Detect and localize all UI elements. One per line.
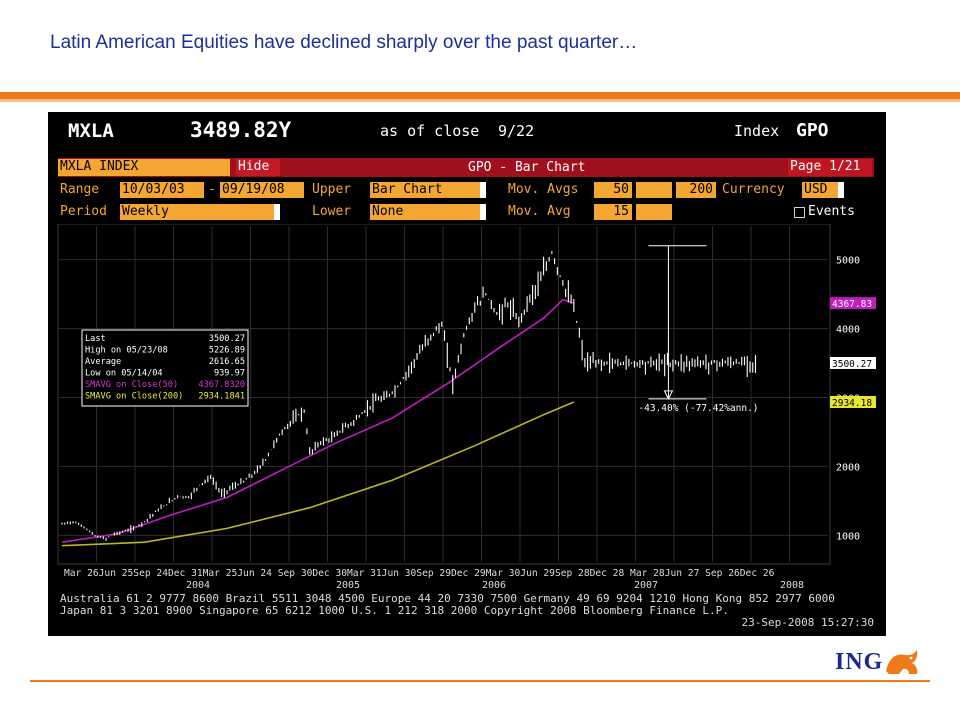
x-tick-labels: Mar 26Jun 25Sep 24Dec 31Mar 25Jun 24 Sep… xyxy=(64,568,775,579)
lower-select[interactable]: None xyxy=(370,204,486,220)
legend-row-label: Average xyxy=(85,357,121,367)
sma200-line xyxy=(61,401,575,547)
footer-contacts-2: Japan 81 3 3201 8900 Singapore 65 6212 1… xyxy=(60,604,729,617)
series-layer xyxy=(61,298,575,547)
slide-title: Latin American Equities have declined sh… xyxy=(50,32,638,53)
legend-row-label: High on 05/23/08 xyxy=(85,346,168,356)
legend-box xyxy=(81,329,249,407)
decline-annotation: -43.40% (-77.42%ann.) xyxy=(638,403,758,414)
year-label: 2007 xyxy=(634,580,658,591)
lion-icon xyxy=(886,650,918,674)
lower-label: Lower xyxy=(312,204,352,219)
ticker: MXLA xyxy=(68,120,114,142)
period-select[interactable]: Weekly xyxy=(120,204,280,220)
page-indicator[interactable]: Page 1/21 xyxy=(788,159,872,176)
upper-label: Upper xyxy=(312,182,352,197)
function-code: GPO xyxy=(796,120,829,141)
footer-rule xyxy=(30,680,930,682)
price-bars xyxy=(61,251,757,541)
security-field[interactable]: MXLA INDEX xyxy=(58,159,230,176)
index-label: Index xyxy=(734,122,780,140)
legend-row-label: Low on 05/14/04 xyxy=(85,369,163,379)
hide-button[interactable]: Hide xyxy=(236,159,280,176)
year-label: 2005 xyxy=(336,580,360,591)
lower-select-value: None xyxy=(372,204,404,219)
y-tag-box xyxy=(830,356,876,369)
y-tag-label: 2934.18 xyxy=(832,398,872,409)
currency-select-value: USD xyxy=(804,182,828,197)
dropdown-handle-icon xyxy=(480,182,486,198)
mov-avg-1-field[interactable]: 50 xyxy=(594,182,632,198)
year-label: 2004 xyxy=(186,580,210,591)
footer-timestamp: 23-Sep-2008 15:27:30 xyxy=(741,616,874,629)
range-to-field[interactable]: 09/19/08 xyxy=(220,182,304,198)
bloomberg-terminal: MXLA 3489.82Y as of close 9/22 Index GPO… xyxy=(48,112,886,636)
header-rule xyxy=(0,92,960,99)
price-chart: 10002000300040005000 4367.833500.272934.… xyxy=(57,224,876,591)
chart-title: GPO - Bar Chart xyxy=(468,160,586,175)
sma50-line xyxy=(61,298,575,543)
y-tick-label: 1000 xyxy=(836,531,860,542)
decline-arrow-head xyxy=(663,390,674,400)
year-label: 2008 xyxy=(780,580,804,591)
ing-logo: ING xyxy=(835,645,921,679)
y-tag-label: 4367.83 xyxy=(832,299,872,310)
y-tag-label: 3500.27 xyxy=(832,359,872,370)
legend-row-value: 5226.89 xyxy=(209,346,245,356)
legend-row-label: SMAVG on Close(50) xyxy=(85,380,178,390)
dropdown-handle-icon xyxy=(480,204,486,220)
period-select-value: Weekly xyxy=(122,204,169,219)
header-rule-light xyxy=(0,99,960,102)
terminal-header: MXLA 3489.82Y as of close 9/22 Index GPO xyxy=(68,116,868,146)
mov-avgs-label: Mov. Avgs xyxy=(508,182,579,197)
currency-label: Currency xyxy=(722,182,785,197)
events-checkbox[interactable] xyxy=(794,207,805,218)
legend-row-value: 2616.65 xyxy=(209,357,245,367)
dropdown-handle-icon xyxy=(274,204,280,220)
period-label: Period xyxy=(60,204,107,219)
y-tags: 4367.83 3500.27 2934.18 xyxy=(830,297,876,409)
mov-avg-label: Mov. Avg xyxy=(508,204,571,219)
legend-row-value: 3500.27 xyxy=(209,334,245,344)
mov-avg-lower-spacer[interactable] xyxy=(636,204,672,220)
legend-row-label: SMAVG on Close(200) xyxy=(85,392,183,402)
events-label: Events xyxy=(808,204,855,219)
currency-select[interactable]: USD xyxy=(802,182,844,198)
dropdown-handle-icon xyxy=(838,182,844,198)
y-tick-label: 5000 xyxy=(836,256,860,267)
footer-contacts-1: Australia 61 2 9777 8600 Brazil 5511 304… xyxy=(60,592,835,605)
legend-row-value: 4367.8320 xyxy=(198,380,245,390)
logo-text: ING xyxy=(835,648,884,675)
annotation-layer: -43.40% (-77.42%ann.) xyxy=(638,245,759,414)
as-of-label: as of close xyxy=(380,122,480,140)
range-from-field[interactable]: 10/03/03 xyxy=(120,182,204,198)
mov-avg-spacer[interactable] xyxy=(636,182,672,198)
y-tag-box xyxy=(830,395,876,408)
y-tick-label: 4000 xyxy=(836,325,860,336)
price: 3489.82Y xyxy=(190,118,292,142)
y-tag-box xyxy=(830,297,876,310)
upper-select[interactable]: Bar Chart xyxy=(370,182,486,198)
year-labels: 2004 2005 2006 2007 2008 xyxy=(186,580,804,591)
chart-legend: Last 3500.27 High on 05/23/08 5226.89 Averag… xyxy=(81,329,249,407)
legend-row-value: 2934.1841 xyxy=(198,392,245,402)
mov-avg-lower-field[interactable]: 15 xyxy=(594,204,632,220)
upper-select-value: Bar Chart xyxy=(372,182,443,197)
as-of-date: 9/22 xyxy=(498,122,535,140)
legend-row-label: Last xyxy=(85,334,106,344)
y-tick-label: 2000 xyxy=(836,462,860,473)
year-label: 2006 xyxy=(482,580,506,591)
range-separator: - xyxy=(208,182,216,197)
grid xyxy=(59,226,828,562)
mov-avg-2-field[interactable]: 200 xyxy=(676,182,716,198)
range-label: Range xyxy=(60,182,100,197)
legend-row-value: 939.97 xyxy=(214,369,245,379)
